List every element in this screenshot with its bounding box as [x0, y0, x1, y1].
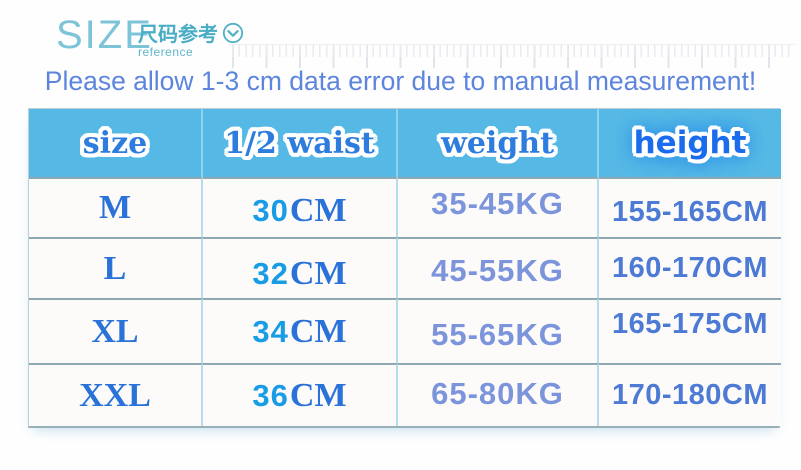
- table-row-xxl-size-cell: XXL: [29, 363, 203, 426]
- size-reference-title: SIZE: [56, 13, 153, 57]
- size-value: XL: [91, 312, 139, 350]
- column-header-height-label: height: [633, 125, 747, 161]
- table-row-m-waist-cell: 30CM: [203, 177, 398, 237]
- table-row-l-height-cell: 160-170CM: [599, 237, 781, 298]
- table-row-xxl-waist-cell: 36CM: [203, 363, 398, 426]
- column-header-height: height: [599, 109, 781, 177]
- table-row-xl-size-cell: XL: [29, 298, 203, 363]
- column-header-weight-label: weight: [441, 125, 554, 161]
- ruler-ticks-graphic: [232, 44, 795, 68]
- height-value: 155-165CM: [611, 195, 769, 228]
- weight-value: 65-80KG: [431, 375, 564, 411]
- waist-number: 32: [252, 255, 289, 291]
- table-row-l-weight-cell: 45-55KG: [398, 237, 599, 298]
- column-header-size: size: [29, 109, 203, 177]
- table-row-l-size-cell: L: [29, 237, 203, 298]
- table-row-xxl-weight-cell: 65-80KG: [398, 363, 599, 426]
- subtitle-chinese: 尺码参考: [138, 24, 218, 46]
- table-row-l-waist-cell: 32CM: [203, 237, 398, 298]
- weight-value: 35-45KG: [431, 186, 564, 221]
- table-row-xl-waist-cell: 34CM: [203, 298, 398, 363]
- waist-unit: CM: [289, 254, 347, 292]
- size-value: M: [98, 189, 132, 226]
- waist-value-wrap: 32CM: [252, 255, 346, 293]
- table-row-xxl-height-cell: 170-180CM: [599, 363, 781, 426]
- waist-number: 36: [252, 377, 289, 413]
- table-row-m-height-cell: 155-165CM: [599, 177, 781, 237]
- table-row-xl-weight-cell: 55-65KG: [398, 298, 599, 363]
- waist-value-wrap: 34CM: [252, 313, 346, 351]
- height-value: 165-175CM: [611, 308, 769, 340]
- weight-value: 55-65KG: [431, 316, 564, 352]
- table-row-xl-height-cell: 165-175CM: [599, 298, 781, 363]
- table-row-m-size-cell: M: [29, 177, 203, 237]
- waist-unit: CM: [289, 192, 347, 229]
- waist-number: 34: [252, 313, 289, 349]
- subtitle-english: reference: [138, 45, 194, 59]
- weight-value: 45-55KG: [431, 252, 564, 288]
- chevron-down-circle-icon: [222, 22, 244, 43]
- size-value: L: [103, 249, 127, 287]
- waist-unit: CM: [289, 312, 347, 350]
- size-chart-table: size 1/2 waist weight height M 30CM 35-4…: [28, 108, 781, 428]
- waist-value-wrap: 30CM: [252, 192, 346, 230]
- waist-number: 30: [252, 193, 289, 228]
- column-header-half-waist: 1/2 waist: [203, 109, 398, 177]
- waist-value-wrap: 36CM: [252, 377, 346, 415]
- table-row-m-weight-cell: 35-45KG: [398, 177, 599, 237]
- measurement-notice: Please allow 1-3 cm data error due to ma…: [44, 66, 757, 96]
- column-header-weight: weight: [398, 109, 599, 177]
- height-value: 160-170CM: [611, 252, 769, 284]
- column-header-half-waist-label: 1/2 waist: [224, 125, 375, 161]
- column-header-size-label: size: [82, 125, 148, 161]
- waist-unit: CM: [289, 376, 347, 414]
- height-value: 170-180CM: [611, 379, 769, 411]
- size-reference-subtitle: 尺码参考 reference: [138, 18, 244, 59]
- size-value: XXL: [79, 376, 151, 414]
